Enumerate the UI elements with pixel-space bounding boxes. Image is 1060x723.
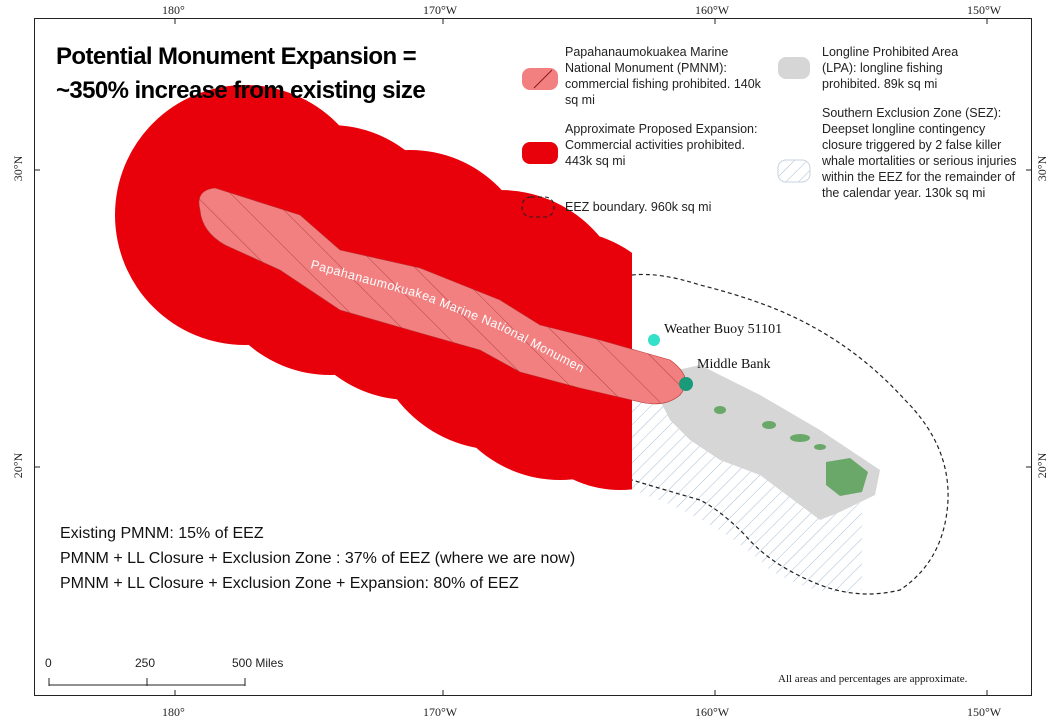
map-title: Potential Monument Expansion = ~350% inc… — [56, 40, 426, 108]
legend-swatch-eez — [521, 196, 555, 218]
lon-label-top-150w: 150°W — [967, 3, 1002, 17]
middle-bank-marker[interactable] — [679, 377, 693, 391]
scale-label-500: 500 Miles — [232, 656, 284, 670]
legend-swatch-expansion — [522, 142, 558, 164]
lpa-area — [655, 365, 880, 520]
lon-label-bottom-170w: 170°W — [423, 705, 458, 719]
lon-label-bottom-180: 180° — [162, 705, 185, 719]
middle-bank-label: Middle Bank — [697, 357, 771, 372]
legend-swatch-sez — [777, 159, 811, 183]
legend-swatches — [521, 57, 811, 218]
lon-label-bottom-160w: 160°W — [695, 705, 730, 719]
lon-label-top-160w: 160°W — [695, 3, 730, 17]
lat-label-right-30n: 30°N — [1035, 155, 1050, 182]
hawaiian-islands — [714, 406, 868, 496]
legend-label-lpa: Longline Prohibited Area (LPA): longline… — [822, 45, 959, 91]
sez-area — [632, 390, 862, 593]
scale-label-0: 0 — [45, 656, 52, 670]
stat-with-expansion: PMNM + LL Closure + Exclusion Zone + Exp… — [60, 575, 519, 592]
weather-buoy-marker[interactable] — [648, 334, 660, 346]
stat-existing-pmnm: Existing PMNM: 15% of EEZ — [60, 525, 264, 542]
legend-swatch-lpa — [778, 57, 810, 79]
legend-swatch-pmnm — [522, 68, 558, 90]
lat-label-right-20n: 20°N — [1035, 452, 1050, 479]
lat-label-left-30n: 30°N — [11, 155, 26, 182]
legend-label-eez: EEZ boundary. 960k sq mi — [565, 200, 712, 214]
map-title-line-2: ~350% increase from existing size — [56, 77, 426, 104]
lon-label-top-170w: 170°W — [423, 3, 458, 17]
approximation-note: All areas and percentages are approximat… — [778, 673, 968, 685]
stat-current-closure: PMNM + LL Closure + Exclusion Zone : 37%… — [60, 550, 576, 567]
legend-label-sez: Southern Exclusion Zone (SEZ): Deepset l… — [822, 106, 1017, 200]
lat-label-left-20n: 20°N — [11, 452, 26, 479]
map-title-line-1: Potential Monument Expansion = — [56, 43, 417, 70]
legend-label-expansion: Approximate Proposed Expansion: Commerci… — [565, 122, 758, 168]
scale-label-250: 250 — [135, 656, 156, 670]
pmnm-hatch — [199, 188, 686, 404]
lon-label-bottom-150w: 150°W — [967, 705, 1002, 719]
scale-bar — [48, 678, 246, 686]
legend-label-pmnm: Papahanaumokuakea Marine National Monume… — [565, 45, 761, 107]
graticule-ticks — [34, 18, 1032, 696]
lon-label-top-180: 180° — [162, 3, 185, 17]
weather-buoy-label: Weather Buoy 51101 — [664, 322, 783, 337]
